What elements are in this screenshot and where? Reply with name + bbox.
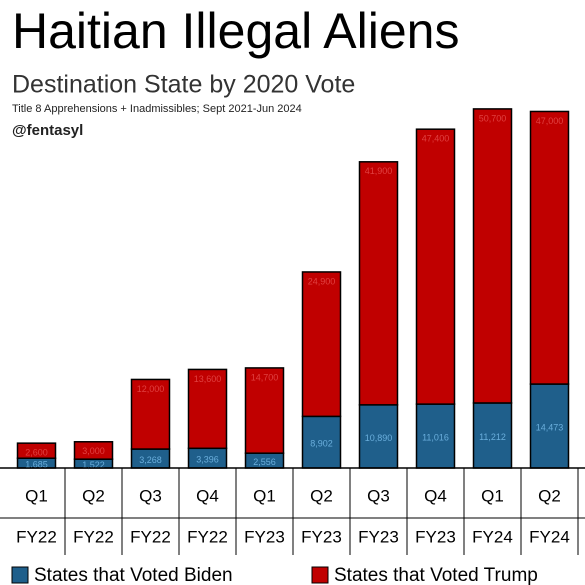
legend-label: States that Voted Biden xyxy=(34,565,233,585)
x-tick-label: Q1 xyxy=(481,486,504,505)
bar-segment xyxy=(301,271,342,418)
chart-subtitle: Destination State by 2020 Vote xyxy=(12,71,355,99)
value-label: 1,522 xyxy=(82,460,105,470)
x-tick-label: Q3 xyxy=(367,486,390,505)
x-tick-label: Q2 xyxy=(82,486,105,505)
value-label: 50,700 xyxy=(479,113,507,123)
value-label: 11,212 xyxy=(479,432,506,442)
value-label: 24,900 xyxy=(308,276,336,286)
x-tick-label: FY24 xyxy=(472,527,513,546)
x-tick-label: Q1 xyxy=(253,486,276,505)
value-label: 1,685 xyxy=(25,459,48,469)
bar-segment xyxy=(358,161,399,406)
x-tick-label: FY23 xyxy=(301,527,342,546)
chart-credit: @fentasyl xyxy=(12,122,83,139)
x-tick-label: FY22 xyxy=(73,527,114,546)
value-label: 3,268 xyxy=(139,455,162,465)
value-label: 13,600 xyxy=(194,374,222,384)
x-tick-label: Q2 xyxy=(538,486,561,505)
bar-segment xyxy=(472,108,513,404)
x-tick-label: FY23 xyxy=(358,527,399,546)
value-label: 14,473 xyxy=(536,422,564,432)
value-label: 3,000 xyxy=(82,446,105,456)
value-label: 47,000 xyxy=(536,116,564,126)
chart-note: Title 8 Apprehensions + Inadmissibles; S… xyxy=(12,103,302,115)
bar-segment xyxy=(187,368,228,450)
bar-segment xyxy=(415,403,456,469)
value-label: 12,000 xyxy=(137,384,165,394)
x-tick-label: Q2 xyxy=(310,486,333,505)
x-tick-label: FY23 xyxy=(244,527,285,546)
bar-segment xyxy=(472,402,513,469)
bar-segment xyxy=(415,128,456,405)
legend-swatch xyxy=(11,566,29,584)
value-label: 8,902 xyxy=(310,439,333,449)
value-label: 11,016 xyxy=(422,432,449,442)
x-tick-label: Q4 xyxy=(196,486,219,505)
chart-title: Haitian Illegal Aliens xyxy=(12,3,460,59)
x-tick-label: Q4 xyxy=(424,486,447,505)
bar-segment xyxy=(130,378,171,450)
bar-segment xyxy=(529,383,570,469)
value-label: 2,600 xyxy=(25,448,48,458)
legend-swatch xyxy=(311,566,329,584)
bar-segment xyxy=(529,110,570,385)
x-tick-label: FY22 xyxy=(16,527,57,546)
value-label: 47,400 xyxy=(422,134,450,144)
bar-segment xyxy=(244,367,285,454)
legend-label: States that Voted Trump xyxy=(334,565,538,585)
x-tick-label: FY22 xyxy=(130,527,171,546)
value-label: 10,890 xyxy=(365,433,393,443)
x-tick-label: FY24 xyxy=(529,527,570,546)
x-tick-label: Q1 xyxy=(25,486,48,505)
x-tick-label: Q3 xyxy=(139,486,162,505)
bar-segment xyxy=(73,441,114,460)
value-label: 14,700 xyxy=(251,372,279,382)
x-tick-label: FY23 xyxy=(415,527,456,546)
value-label: 3,396 xyxy=(196,455,219,465)
x-tick-label: FY22 xyxy=(187,527,228,546)
value-label: 2,556 xyxy=(253,457,276,467)
value-label: 41,900 xyxy=(365,166,393,176)
bar-segment xyxy=(16,442,57,459)
